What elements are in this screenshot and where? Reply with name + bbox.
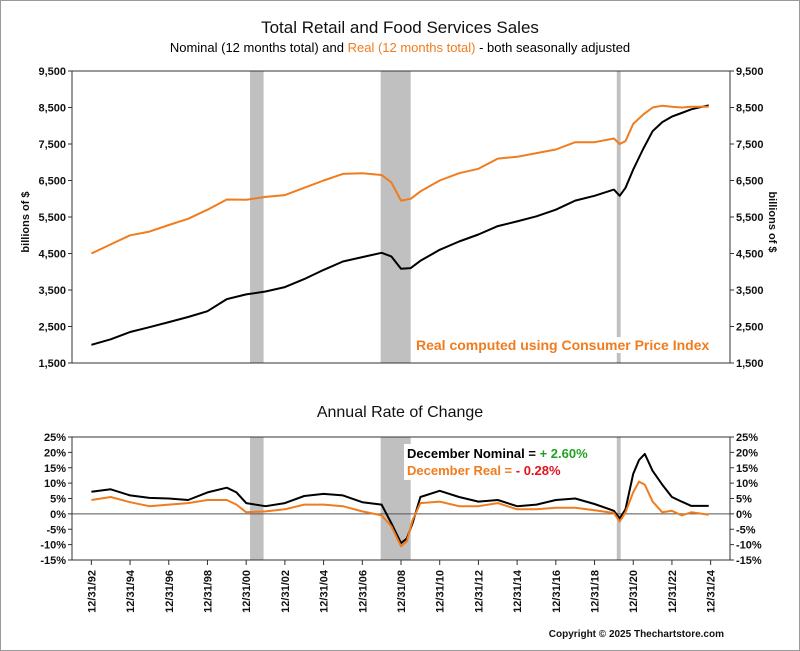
x-tick-label: 12/31/18 [590,570,602,613]
y-tick-label-right: 4,500 [736,249,764,261]
x-tick-label: 12/31/20 [628,570,640,613]
lower-chart-title: Annual Rate of Change [316,404,484,421]
x-tick-label: 12/31/96 [164,570,176,613]
y-tick-label-right: 3,500 [736,285,764,297]
y-tick-label-right: 0% [736,509,752,521]
y-tick-label-left: 15% [44,463,66,475]
y-tick-label-left: 6,500 [38,176,66,188]
y-tick-label-right: 5,500 [736,212,764,224]
recession-band [616,437,621,560]
x-tick-label: 12/31/92 [86,570,98,613]
subtitle-real-text: Real (12 months total) [347,40,476,55]
y-tick-label-left: 4,500 [38,249,66,261]
series-line-nominal [91,104,709,346]
y-tick-label-right: 2,500 [736,322,764,334]
subtitle-nominal-text: Nominal (12 months total) and [169,40,348,55]
nominal-change-value: + 2.60% [539,446,588,461]
nominal-change-line: December Nominal = + 2.60% [407,445,588,462]
series-line-real [90,104,709,255]
y-tick-label-right: 8,500 [736,103,764,115]
recession-band [250,71,264,363]
x-tick-label: 12/31/16 [551,570,563,613]
x-tick-label: 12/31/12 [473,570,485,613]
x-tick-label: 12/31/02 [280,570,292,613]
y-tick-label-right: 20% [736,447,758,459]
y-tick-label-left: 8,500 [38,103,66,115]
y-tick-label-left: 1,500 [38,358,66,370]
y-tick-label-right: -5% [736,524,756,536]
x-tick-label: 12/31/98 [202,570,214,613]
y-tick-label-left: 9,500 [38,66,66,78]
y-tick-label-left: 3,500 [38,285,66,297]
y-tick-label-right: 5% [736,494,752,506]
subtitle-suffix-text: - both seasonally adjusted [475,40,631,55]
x-tick-label: 12/31/08 [396,570,408,613]
x-tick-label: 12/31/04 [319,569,331,613]
x-tick-label: 12/31/00 [241,570,253,613]
nominal-change-label: December Nominal = [407,446,540,461]
chart-title: Total Retail and Food Services Sales [261,18,539,37]
y-tick-label-left: -15% [40,555,66,567]
y-tick-label-right: 9,500 [736,66,764,78]
y-tick-label-left: 25% [44,432,66,444]
x-tick-label: 12/31/94 [125,569,137,613]
series-line-december-real [91,480,709,548]
y-axis-label-left: billions of $ [20,191,32,253]
recession-band [616,71,621,363]
y-tick-label-right: 10% [736,478,758,490]
x-tick-label: 12/31/22 [667,570,679,613]
x-tick-label: 12/31/14 [512,569,524,613]
cpi-note: Real computed using Consumer Price Index [414,337,712,353]
real-change-value: - 0.28% [515,463,561,478]
real-change-label: December Real = [407,463,516,478]
recession-band [250,437,264,560]
y-tick-label-right: 25% [736,432,758,444]
recession-band [380,71,411,363]
y-tick-label-left: -5% [46,524,66,536]
x-tick-label: 12/31/24 [706,569,718,613]
series-line-december-nominal [91,452,709,545]
x-tick-label: 12/31/06 [357,570,369,613]
copyright-text: Copyright © 2025 Thechartstore.com [548,629,724,640]
y-tick-label-left: 0% [50,509,66,521]
y-tick-label-right: 1,500 [736,358,764,370]
y-tick-label-left: -10% [40,540,66,552]
y-tick-label-left: 5,500 [38,212,66,224]
y-tick-label-left: 20% [44,447,66,459]
y-tick-label-right: -15% [736,555,762,567]
real-change-line: December Real = - 0.28% [407,462,588,479]
y-tick-label-right: 6,500 [736,176,764,188]
y-tick-label-right: -10% [736,540,762,552]
y-tick-label-left: 5% [50,494,66,506]
december-change-box: December Nominal = + 2.60% December Real… [404,444,591,480]
y-tick-label-left: 2,500 [38,322,66,334]
chart-subtitle: Nominal (12 months total) and Real (12 m… [0,40,800,55]
y-tick-label-right: 7,500 [736,139,764,151]
y-tick-label-right: 15% [736,463,758,475]
x-tick-label: 12/31/10 [435,570,447,613]
y-axis-label-right: billions of $ [766,191,778,253]
y-tick-label-left: 7,500 [38,139,66,151]
y-tick-label-left: 10% [44,478,66,490]
